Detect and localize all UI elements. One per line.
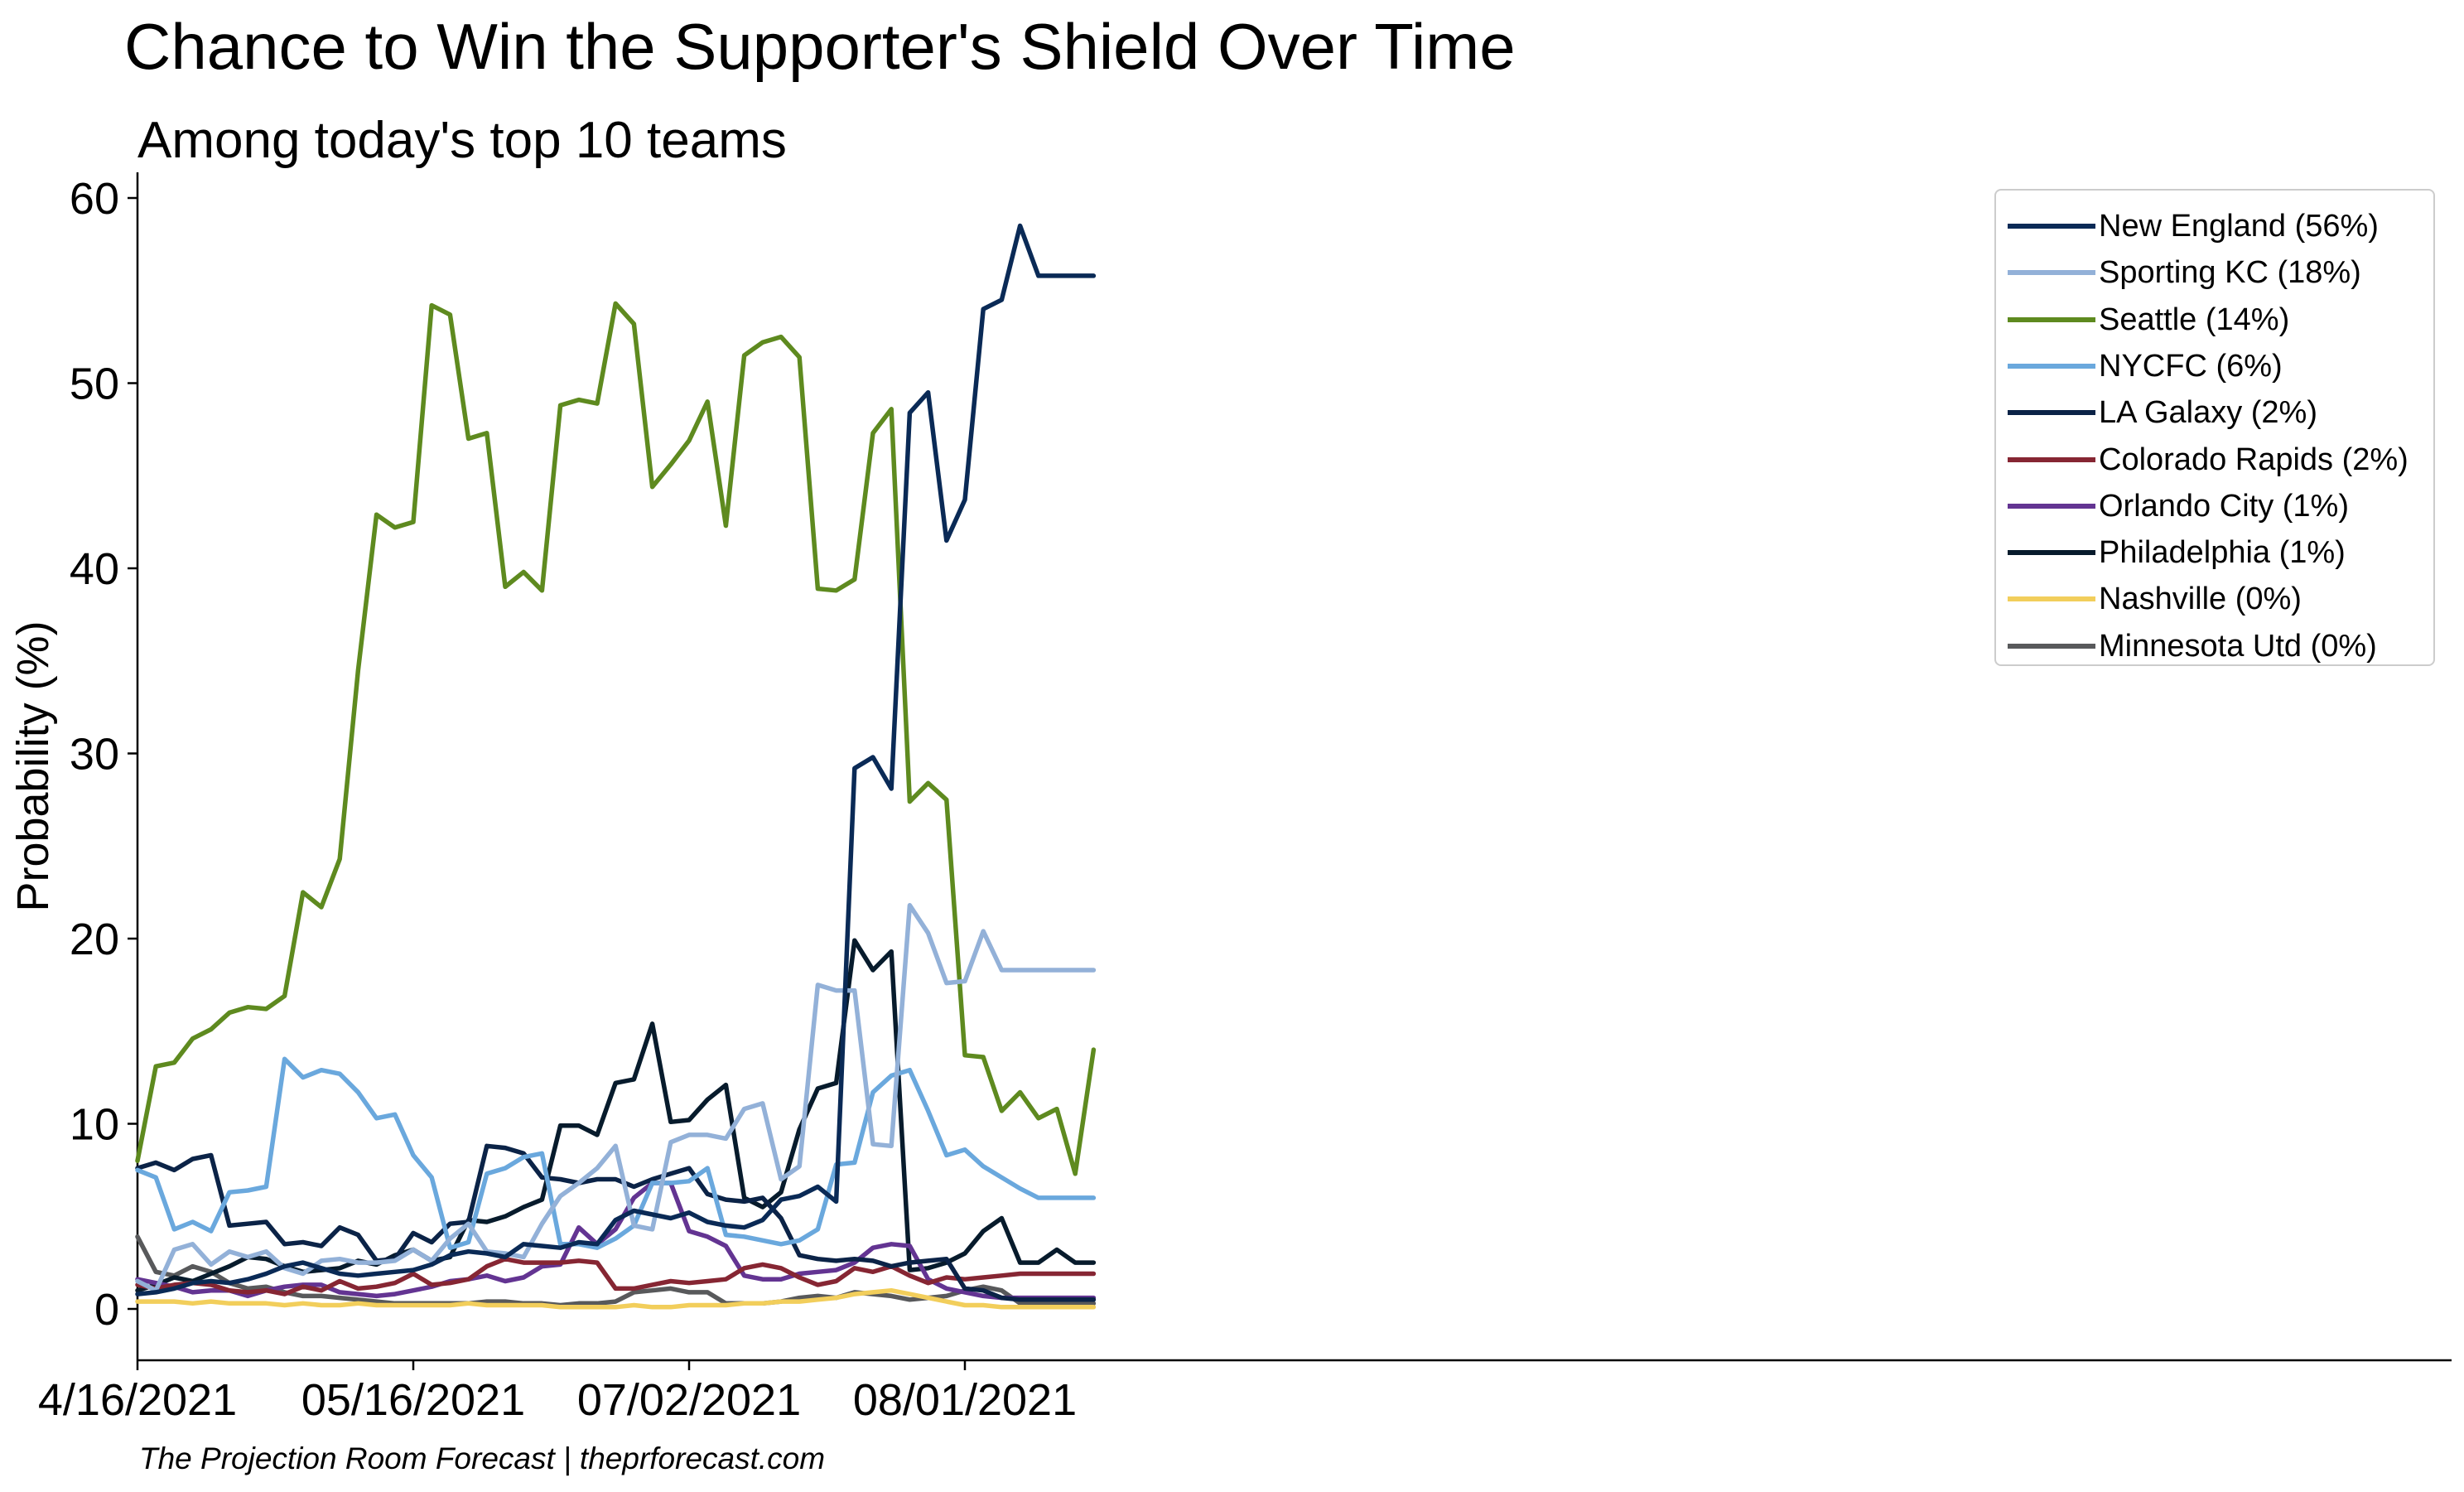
legend-item: Sporting KC (18%) [1996,249,2433,295]
legend-item: Philadelphia (1%) [1996,529,2433,575]
legend-swatch [2008,503,2095,509]
legend-item: LA Galaxy (2%) [1996,389,2433,435]
legend-label: Philadelphia (1%) [2099,535,2346,571]
series-line-sporting-kc [135,903,1097,1293]
y-tick-label: 40 [70,544,119,594]
legend-label: Seattle (14%) [2099,302,2290,337]
y-tick-label: 10 [70,1100,119,1150]
x-tick-label: 05/16/2021 [301,1375,525,1425]
legend-item: Orlando City (1%) [1996,482,2433,529]
x-tick-label: 4/16/2021 [38,1375,237,1425]
legend-swatch [2008,363,2095,369]
legend-label: LA Galaxy (2%) [2099,395,2317,431]
y-tick-label: 60 [70,174,119,224]
series-line-nycfc [135,1056,1097,1250]
y-tick-label: 50 [70,360,119,409]
legend-swatch [2008,410,2095,416]
legend-label: NYCFC (6%) [2099,348,2283,384]
series-line-la-galaxy [135,1143,1097,1302]
series-line-seattle [135,301,1097,1176]
legend-swatch [2008,456,2095,462]
y-tick-label: 20 [70,915,119,964]
y-axis-label: Probability (%) [8,620,58,911]
legend-swatch [2008,550,2095,556]
legend-label: Sporting KC (18%) [2099,255,2361,291]
footer-credit: The Projection Room Forecast | theprfore… [139,1441,826,1475]
legend: New England (56%) Sporting KC (18%) Seattl… [1994,189,2435,666]
y-tick-label: 30 [70,730,119,780]
x-tick-label: 07/02/2021 [577,1375,801,1425]
chart-subtitle: Among today's top 10 teams [137,112,787,169]
x-tick-label: 08/01/2021 [853,1375,1077,1425]
legend-item: Minnesota Utd (0%) [1996,622,2433,669]
legend-label: Orlando City (1%) [2099,488,2349,524]
legend-label: Colorado Rapids (2%) [2099,442,2409,477]
legend-label: Minnesota Utd (0%) [2099,628,2377,664]
legend-label: Nashville (0%) [2099,582,2302,617]
legend-item: Colorado Rapids (2%) [1996,436,2433,482]
legend-item: Seattle (14%) [1996,296,2433,342]
legend-item: Nashville (0%) [1996,575,2433,621]
legend-item: NYCFC (6%) [1996,342,2433,389]
legend-swatch [2008,224,2095,229]
y-tick-label: 0 [94,1285,119,1335]
series-line-nashville [135,1287,1097,1310]
legend-swatch [2008,270,2095,276]
series-line-new-england [135,223,1097,1296]
legend-label: New England (56%) [2099,209,2379,244]
legend-swatch [2008,596,2095,602]
chart-title: Chance to Win the Supporter's Shield Ove… [124,10,1516,83]
series-line-colorado-rapids [135,1256,1097,1296]
legend-swatch [2008,643,2095,649]
legend-swatch [2008,316,2095,322]
legend-item: New England (56%) [1996,202,2433,249]
